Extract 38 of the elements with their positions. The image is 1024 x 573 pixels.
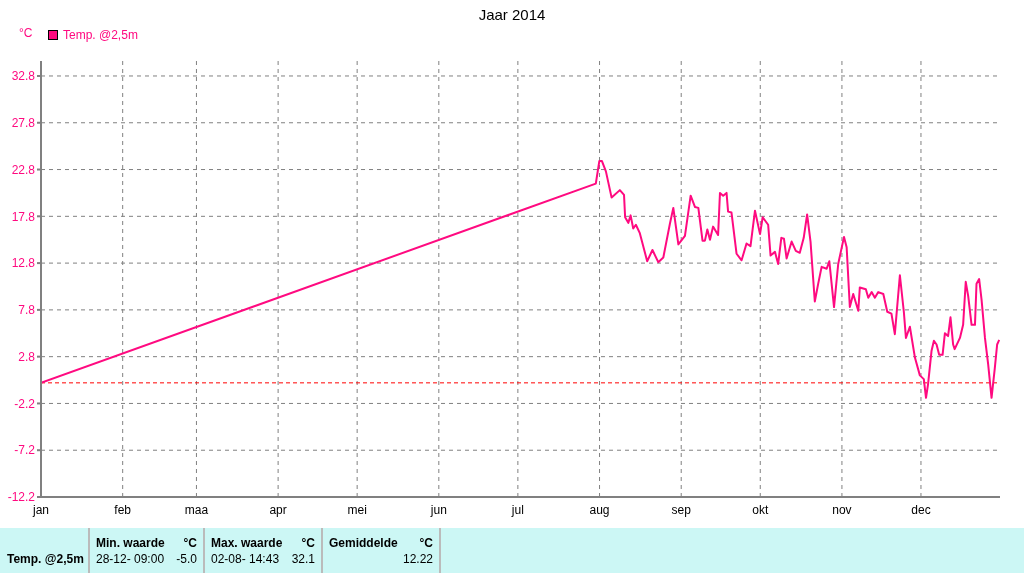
y-tick-label: 17.8 — [11, 209, 36, 224]
chart-title: Jaar 2014 — [477, 6, 547, 23]
x-tick-label: apr — [269, 502, 287, 517]
y-tick-label: -2.2 — [14, 396, 36, 411]
x-tick-label: dec — [911, 502, 931, 517]
y-tick-label: 7.8 — [18, 303, 36, 318]
text: °C — [183, 536, 197, 550]
text: 28-12- 09:00 — [96, 552, 165, 566]
x-tick-label: jan — [31, 502, 50, 517]
x-tick-label: nov — [832, 502, 852, 517]
text: Gemiddelde — [329, 536, 398, 550]
legend-label: Temp. @2,5m — [63, 28, 138, 42]
line-series — [41, 160, 1000, 399]
y-tick-label: 27.8 — [11, 116, 36, 131]
text: -5.0 — [176, 552, 197, 566]
y-tick-label: 12.8 — [11, 256, 36, 271]
y-axis-title: °C — [19, 26, 33, 40]
y-tick-label: -7.2 — [14, 443, 36, 458]
x-tick-label: jul — [510, 502, 524, 517]
y-tick-label: 32.8 — [11, 69, 36, 84]
x-tick-label: okt — [752, 502, 769, 517]
text: Max. waarde — [211, 536, 283, 550]
x-tick-label: jun — [429, 502, 447, 517]
text: 12.22 — [402, 552, 433, 566]
text: °C — [301, 536, 315, 550]
text: Min. waarde — [96, 536, 165, 550]
x-tick-label: aug — [589, 502, 610, 517]
text: 02-08- 14:43 — [211, 552, 280, 566]
text: 32.1 — [291, 552, 315, 566]
x-tick-label: mei — [347, 502, 367, 517]
x-tick-label: feb — [114, 502, 132, 517]
x-tick-label: maa — [184, 502, 209, 517]
y-tick-label: 22.8 — [11, 162, 36, 177]
y-tick-label: -12.2 — [7, 490, 36, 505]
text: Temp. @2,5m — [7, 552, 84, 566]
y-tick-label: 2.8 — [18, 349, 36, 364]
text: °C — [419, 536, 433, 550]
x-tick-label: sep — [671, 502, 692, 517]
